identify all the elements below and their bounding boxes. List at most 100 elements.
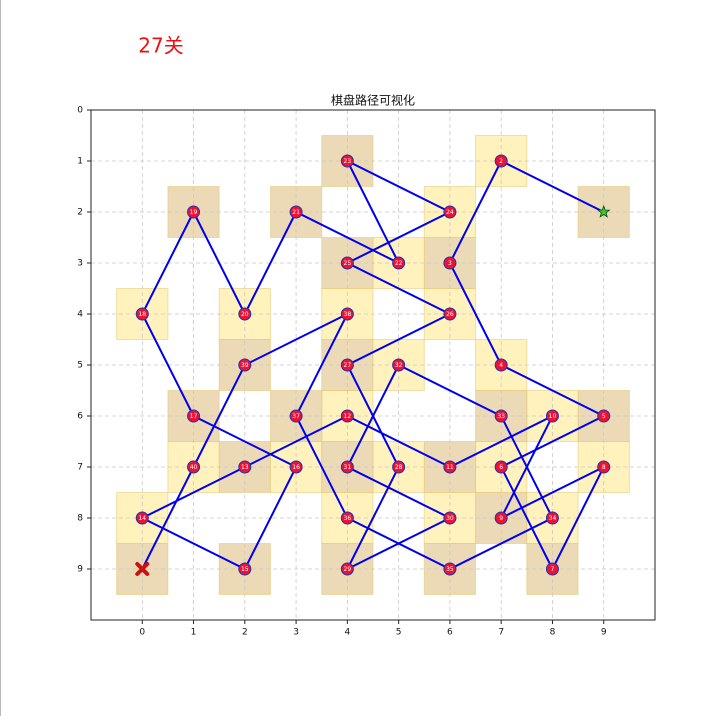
node-label: 10 <box>549 413 557 420</box>
page-title: 27关 <box>138 34 183 58</box>
node-label: 27 <box>344 362 352 369</box>
path-node <box>289 205 303 219</box>
node-label: 7 <box>551 566 555 573</box>
path-node <box>494 409 508 423</box>
path-node <box>494 358 508 372</box>
y-tick-label: 7 <box>77 463 83 473</box>
path-node <box>187 409 201 423</box>
node-label: 13 <box>241 464 249 471</box>
path-node <box>340 307 354 321</box>
node-label: 19 <box>190 209 198 216</box>
x-tick-label: 2 <box>242 628 248 638</box>
node-label: 5 <box>602 413 606 420</box>
node-label: 2 <box>499 158 503 165</box>
node-label: 4 <box>499 362 503 369</box>
node-label: 37 <box>292 413 300 420</box>
node-label: 39 <box>241 362 249 369</box>
path-node <box>340 358 354 372</box>
path-node <box>340 460 354 474</box>
node-label: 9 <box>499 515 503 522</box>
node-label: 14 <box>138 515 146 522</box>
path-node <box>135 307 149 321</box>
y-tick-label: 8 <box>77 514 83 524</box>
node-label: 24 <box>446 209 454 216</box>
path-node <box>545 409 559 423</box>
path-node <box>392 256 406 270</box>
y-tick-label: 4 <box>77 310 83 320</box>
path-node <box>443 256 457 270</box>
path-node <box>238 307 252 321</box>
end-marker <box>135 562 150 576</box>
node-label: 21 <box>292 209 300 216</box>
path-node <box>443 460 457 474</box>
node-label: 32 <box>395 362 403 369</box>
node-label: 28 <box>395 464 403 471</box>
node-label: 31 <box>344 464 352 471</box>
x-tick-label: 6 <box>447 628 453 638</box>
path-node <box>443 562 457 576</box>
path-node <box>340 256 354 270</box>
path-node <box>340 409 354 423</box>
x-tick-label: 5 <box>396 628 402 638</box>
path-node <box>238 358 252 372</box>
y-tick-label: 3 <box>77 259 83 269</box>
node-label: 29 <box>344 566 352 573</box>
path-node <box>238 460 252 474</box>
y-tick-label: 9 <box>77 565 83 575</box>
path-node <box>289 460 303 474</box>
path-node <box>340 562 354 576</box>
path-node <box>494 460 508 474</box>
path-node <box>443 511 457 525</box>
node-label: 17 <box>190 413 198 420</box>
y-tick-label: 0 <box>77 106 83 116</box>
path-node <box>238 562 252 576</box>
node-label: 20 <box>241 311 249 318</box>
node-label: 33 <box>497 413 505 420</box>
path-node <box>443 307 457 321</box>
node-label: 26 <box>446 311 454 318</box>
path-node <box>545 511 559 525</box>
node-label: 30 <box>446 515 454 522</box>
path-node <box>545 562 559 576</box>
node-label: 8 <box>602 464 606 471</box>
path-node <box>187 460 201 474</box>
x-tick-label: 0 <box>139 628 145 638</box>
node-label: 35 <box>446 566 454 573</box>
path-node <box>494 511 508 525</box>
node-label: 15 <box>241 566 249 573</box>
path-node <box>597 409 611 423</box>
node-label: 23 <box>344 158 352 165</box>
y-tick-label: 1 <box>77 157 83 167</box>
start-marker <box>596 204 611 218</box>
path-node <box>135 511 149 525</box>
x-tick-label: 8 <box>550 628 556 638</box>
node-label: 40 <box>190 464 198 471</box>
nodes: 2345678910111213141516171819202122232425… <box>135 154 611 576</box>
node-label: 3 <box>448 260 452 267</box>
path-node <box>340 511 354 525</box>
x-tick-label: 3 <box>293 628 299 638</box>
node-label: 22 <box>395 260 403 267</box>
path-node <box>597 460 611 474</box>
x-tick-label: 9 <box>601 628 607 638</box>
node-label: 11 <box>446 464 454 471</box>
node-label: 34 <box>549 515 557 522</box>
node-label: 25 <box>344 260 352 267</box>
path-node <box>443 205 457 219</box>
path-node <box>340 154 354 168</box>
x-tick-label: 1 <box>191 628 197 638</box>
path-node <box>392 358 406 372</box>
chart-title: 棋盘路径可视化 <box>331 93 415 108</box>
y-tick-label: 5 <box>77 361 83 371</box>
x-tick-label: 4 <box>344 628 350 638</box>
x-tick-label: 7 <box>498 628 504 638</box>
path-node <box>289 409 303 423</box>
y-tick-label: 6 <box>77 412 83 422</box>
node-label: 6 <box>499 464 503 471</box>
node-label: 12 <box>344 413 352 420</box>
node-label: 38 <box>344 311 352 318</box>
node-label: 36 <box>344 515 352 522</box>
path-node <box>392 460 406 474</box>
